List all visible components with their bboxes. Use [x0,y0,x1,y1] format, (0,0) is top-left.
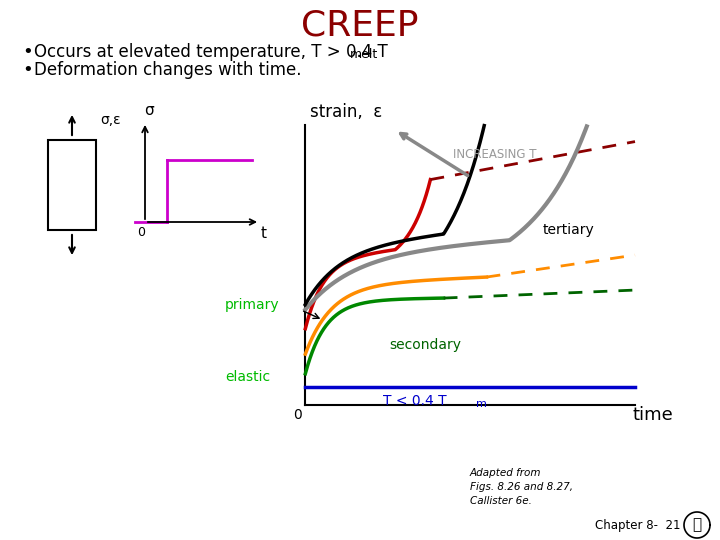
Text: Occurs at elevated temperature, T > 0.4 T: Occurs at elevated temperature, T > 0.4 … [34,43,388,61]
Text: tertiary: tertiary [543,223,595,237]
Text: time: time [633,406,673,424]
Text: melt: melt [350,48,378,60]
Text: σ: σ [144,103,154,118]
Text: •: • [22,61,32,79]
Text: Deformation changes with time.: Deformation changes with time. [34,61,302,79]
Text: t: t [261,226,267,241]
Text: CREEP: CREEP [301,8,419,42]
Text: σ,ε: σ,ε [100,113,121,127]
Text: primary: primary [225,298,279,312]
Text: m: m [476,399,487,409]
Text: secondary: secondary [389,338,461,352]
Text: elastic: elastic [225,370,270,384]
Text: strain,  ε: strain, ε [310,103,382,121]
Text: INCREASING T: INCREASING T [454,148,536,161]
Text: Chapter 8-  21: Chapter 8- 21 [595,518,680,531]
Text: 0: 0 [292,408,302,422]
Bar [48,140,96,230]
Text: •: • [22,43,32,61]
Text: T < 0.4 T: T < 0.4 T [383,394,447,408]
Text: Adapted from
Figs. 8.26 and 8.27,
Callister 6e.: Adapted from Figs. 8.26 and 8.27, Callis… [470,468,573,506]
Text: 0: 0 [137,226,145,239]
Text: Ⓦ: Ⓦ [693,517,701,532]
